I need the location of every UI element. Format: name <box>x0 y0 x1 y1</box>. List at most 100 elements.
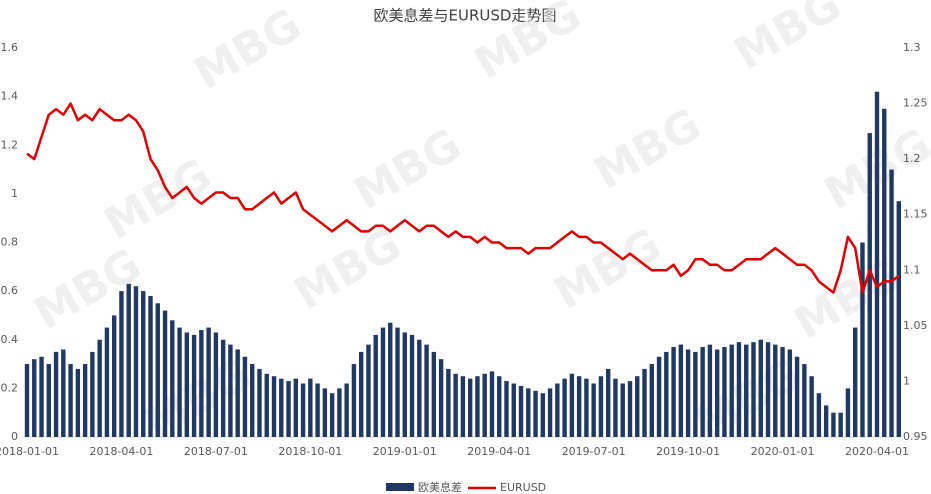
bar <box>24 364 30 437</box>
bar <box>526 388 531 437</box>
y2-tick-label: 1.3 <box>903 41 921 54</box>
bar <box>896 201 901 437</box>
bar <box>569 373 575 437</box>
bar <box>838 412 843 437</box>
bar <box>787 349 793 437</box>
bar <box>889 169 894 437</box>
bar <box>53 351 59 437</box>
bar <box>809 376 814 437</box>
bar <box>395 327 400 437</box>
x-tick-label: 2018-10-01 <box>278 445 342 458</box>
y-tick-label: 0 <box>11 430 18 443</box>
bar <box>722 347 727 437</box>
legend-label: EURUSD <box>500 481 546 494</box>
bar <box>380 327 386 437</box>
y2-tick-label: 1.2 <box>903 152 921 165</box>
bar <box>649 364 654 437</box>
bar <box>162 310 168 437</box>
x-tick-label: 2018-07-01 <box>184 445 248 458</box>
bar <box>780 347 785 437</box>
bar <box>773 344 778 437</box>
y2-tick-label: 1.1 <box>903 263 921 276</box>
bar <box>293 378 299 437</box>
bar <box>845 388 851 437</box>
bar <box>264 373 269 437</box>
bar <box>816 393 822 437</box>
bar <box>61 349 66 437</box>
bar <box>199 330 204 437</box>
bar <box>184 332 190 437</box>
bar <box>104 327 110 437</box>
bar <box>736 342 742 437</box>
x-tick-label: 2019-01-01 <box>373 445 437 458</box>
y-tick-label: 0.4 <box>1 333 19 346</box>
bar <box>220 339 226 437</box>
y-tick-label: 1 <box>11 187 18 200</box>
y2-tick-label: 1.05 <box>903 319 928 332</box>
bar <box>344 383 349 437</box>
bar <box>794 356 800 437</box>
bar <box>366 344 371 437</box>
y-tick-label: 0.2 <box>1 381 19 394</box>
bar <box>75 368 81 437</box>
bar <box>337 388 342 437</box>
bar <box>446 368 451 437</box>
watermark: MBG <box>26 239 150 340</box>
bar <box>744 344 749 437</box>
bar <box>68 364 73 437</box>
bar <box>605 368 611 437</box>
bar <box>155 303 160 437</box>
bar <box>279 378 284 437</box>
x-tick-label: 2019-04-01 <box>467 445 531 458</box>
bar <box>308 378 313 437</box>
bar <box>39 356 44 437</box>
bar <box>860 242 865 437</box>
bar <box>213 332 219 437</box>
bar <box>489 371 495 437</box>
x-tick-label: 2018-04-01 <box>89 445 153 458</box>
x-tick-label: 2018-01-01 <box>0 445 59 458</box>
x-tick-label: 2019-07-01 <box>562 445 626 458</box>
legend-swatch <box>386 483 414 491</box>
bar <box>119 291 124 437</box>
bar <box>576 376 582 437</box>
y-tick-label: 0.8 <box>1 236 19 249</box>
bar <box>177 327 182 437</box>
bar <box>90 351 95 437</box>
y2-tick-label: 0.95 <box>903 430 928 443</box>
watermark: MBG <box>816 119 931 220</box>
x-tick-label: 2020-04-01 <box>845 445 909 458</box>
bar <box>424 344 429 437</box>
y2-tick-label: 1 <box>903 374 910 387</box>
bar <box>693 351 698 437</box>
bar <box>497 376 502 437</box>
bar <box>518 385 524 437</box>
y-tick-label: 0.6 <box>1 284 19 297</box>
y-tick-label: 1.4 <box>1 90 19 103</box>
bar <box>235 349 240 437</box>
bar <box>250 364 255 437</box>
y-tick-label: 1.6 <box>1 41 19 54</box>
bar <box>322 388 328 437</box>
bar <box>133 286 139 437</box>
bar <box>620 383 625 437</box>
bar <box>329 393 335 437</box>
bar <box>853 327 858 437</box>
bar <box>671 347 676 437</box>
bar <box>46 364 51 437</box>
bar <box>111 315 117 437</box>
bar <box>642 368 647 437</box>
bar <box>431 351 437 437</box>
bar <box>555 383 560 437</box>
bar <box>707 344 713 437</box>
bar <box>831 412 836 437</box>
bar <box>758 339 763 437</box>
bar <box>729 344 734 437</box>
bar <box>765 342 771 437</box>
bar <box>678 344 684 437</box>
bar <box>475 376 480 437</box>
bar <box>874 91 880 437</box>
bar <box>467 378 473 437</box>
bar <box>533 390 538 437</box>
bar <box>591 383 596 437</box>
